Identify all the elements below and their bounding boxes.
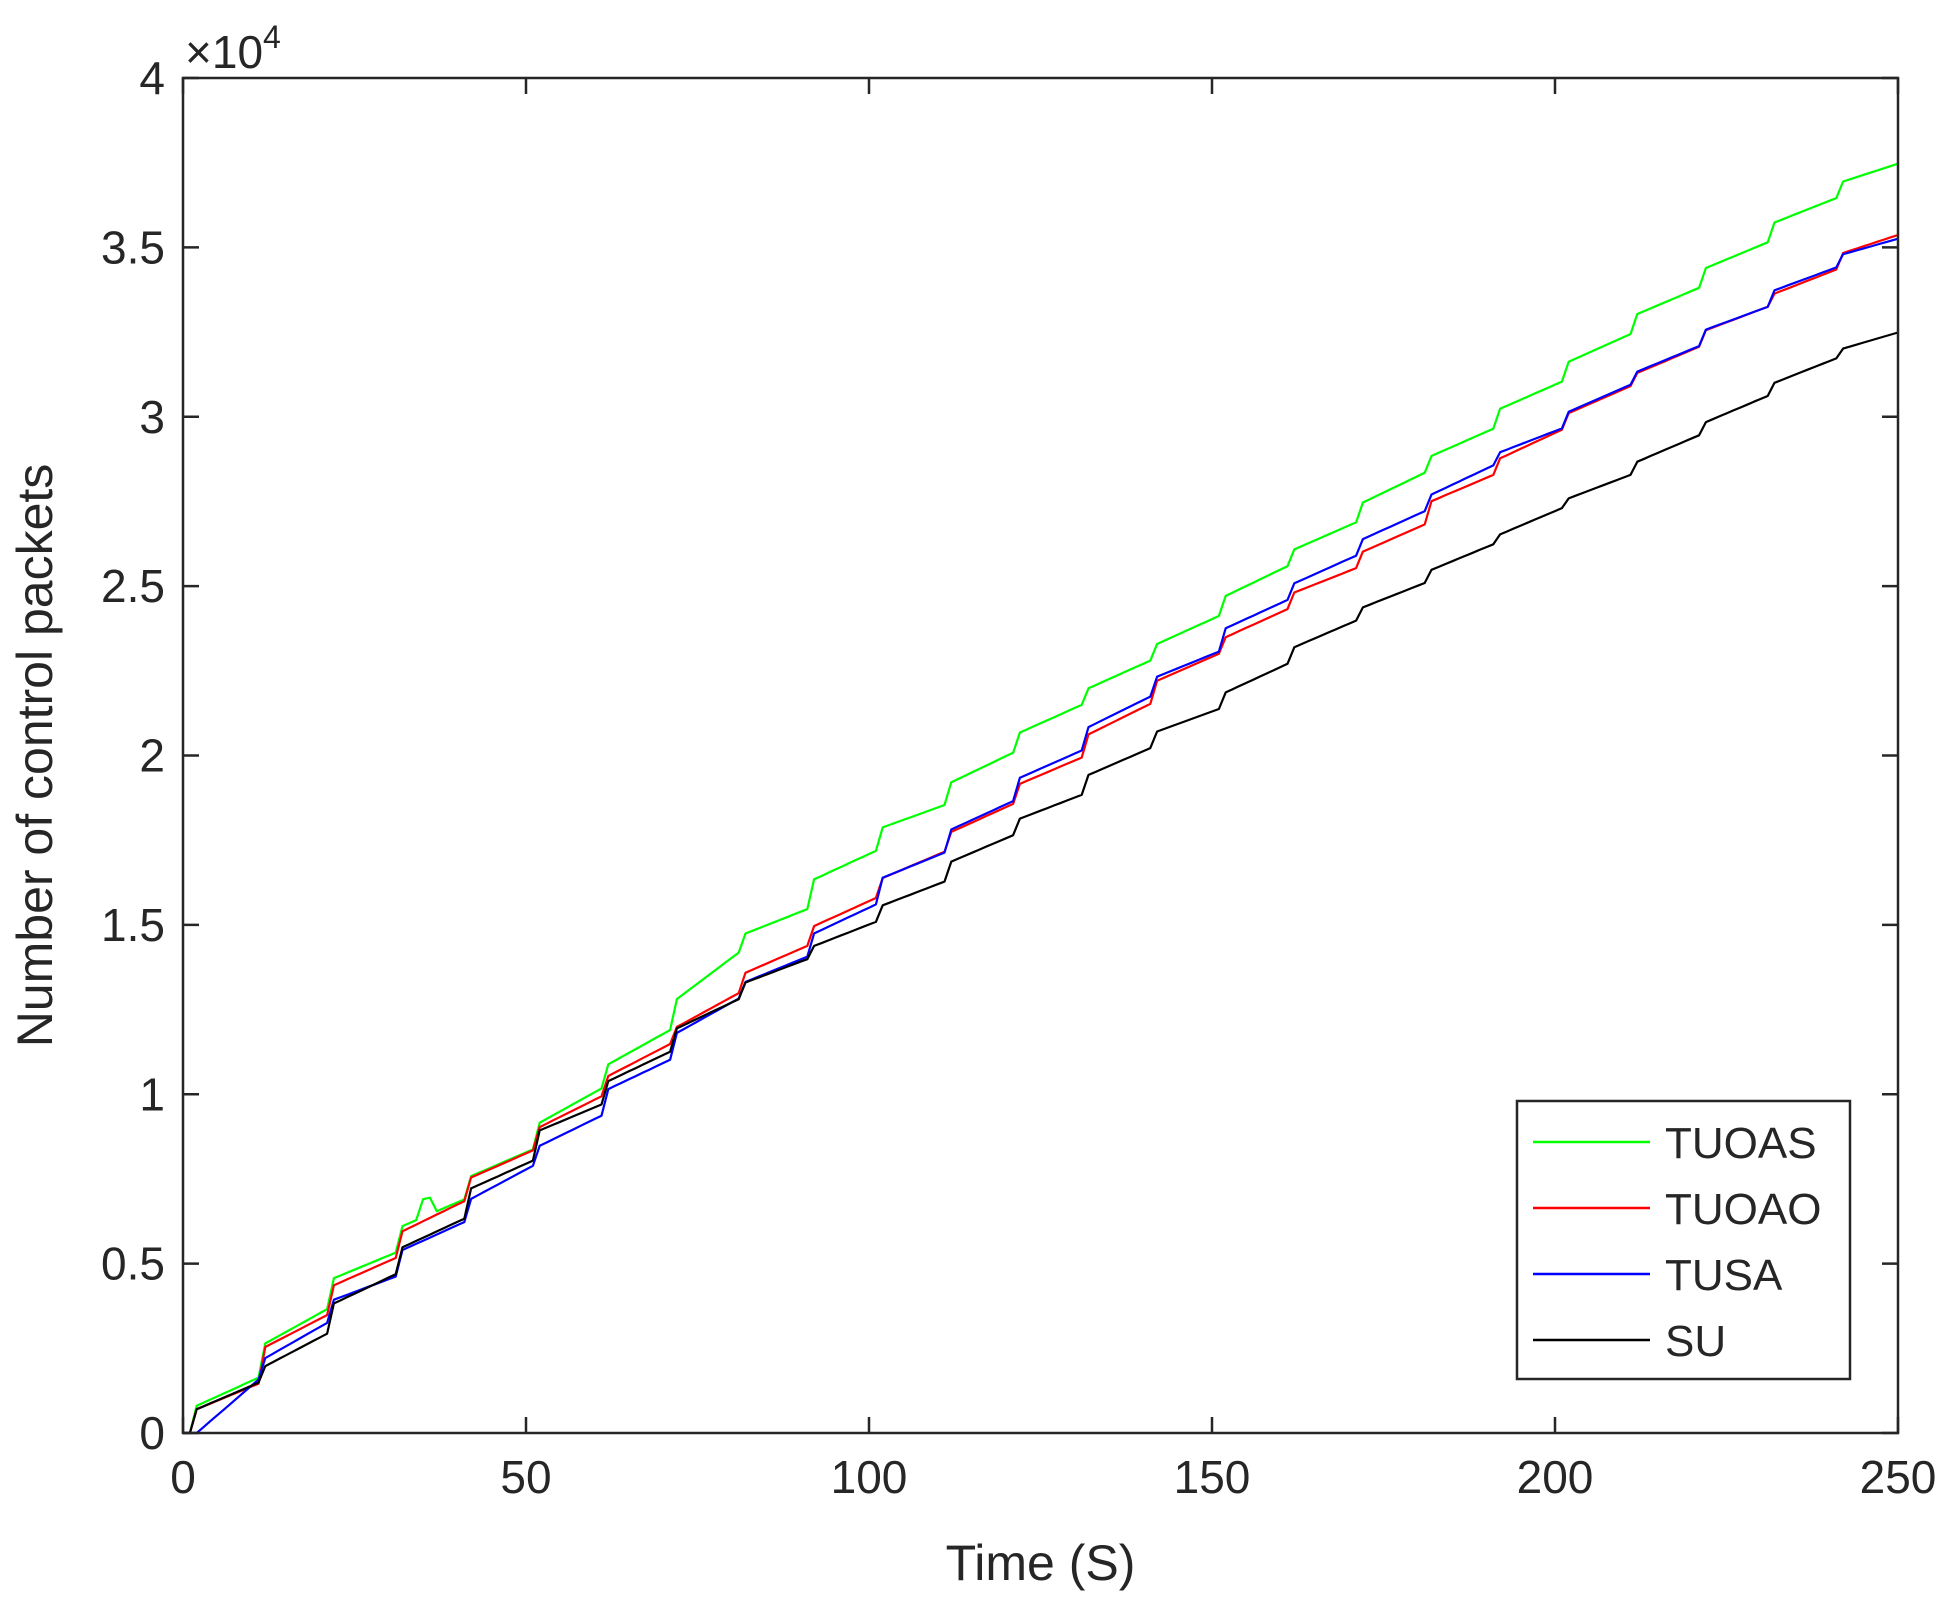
series-line-tuoao: [183, 233, 1899, 1435]
x-axis-label: Time (S): [946, 1535, 1136, 1591]
y-tick-label: 2.5: [101, 560, 165, 612]
plot-area-frame: [181, 76, 1900, 1435]
legend-label-tuoao: TUOAO: [1665, 1185, 1821, 1234]
x-tick-label: 200: [1517, 1451, 1594, 1503]
legend-box: [1515, 1099, 1852, 1381]
tick-labels-group: 0 50 100 150 200 250 0 0.5 1 1.5 2 2.5 3 3.5 4: [101, 52, 1936, 1503]
x-tick-label: 0: [170, 1451, 196, 1503]
y-tick-label: 1.5: [101, 899, 165, 951]
y-tick-label: 3.5: [101, 221, 165, 273]
series-line-tusa: [183, 237, 1899, 1435]
y-tick-label: 1: [139, 1068, 165, 1120]
legend-label-su: SU: [1665, 1317, 1726, 1366]
y-tick-label: 3: [139, 391, 165, 443]
y-exponent-label: ×104: [185, 19, 281, 78]
y-tick-label: 4: [139, 52, 165, 104]
legend-label-tusa: TUSA: [1665, 1251, 1783, 1300]
y-tick-label: 0: [139, 1407, 165, 1459]
x-tick-label: 100: [831, 1451, 908, 1503]
legend-label-tuoas: TUOAS: [1665, 1119, 1817, 1168]
y-exponent-power: 4: [263, 19, 281, 55]
x-tick-label: 50: [500, 1451, 551, 1503]
series-group: [183, 162, 1899, 1435]
legend: TUOAS TUOAO TUSA SU: [1515, 1099, 1852, 1381]
y-axis-label: Number of control packets: [7, 464, 63, 1048]
y-exponent-base: ×10: [185, 26, 263, 78]
series-line-su: [183, 331, 1899, 1435]
y-tick-label: 2: [139, 730, 165, 782]
x-tick-label: 150: [1174, 1451, 1251, 1503]
x-tick-label: 250: [1860, 1451, 1937, 1503]
y-tick-label: 0.5: [101, 1238, 165, 1290]
